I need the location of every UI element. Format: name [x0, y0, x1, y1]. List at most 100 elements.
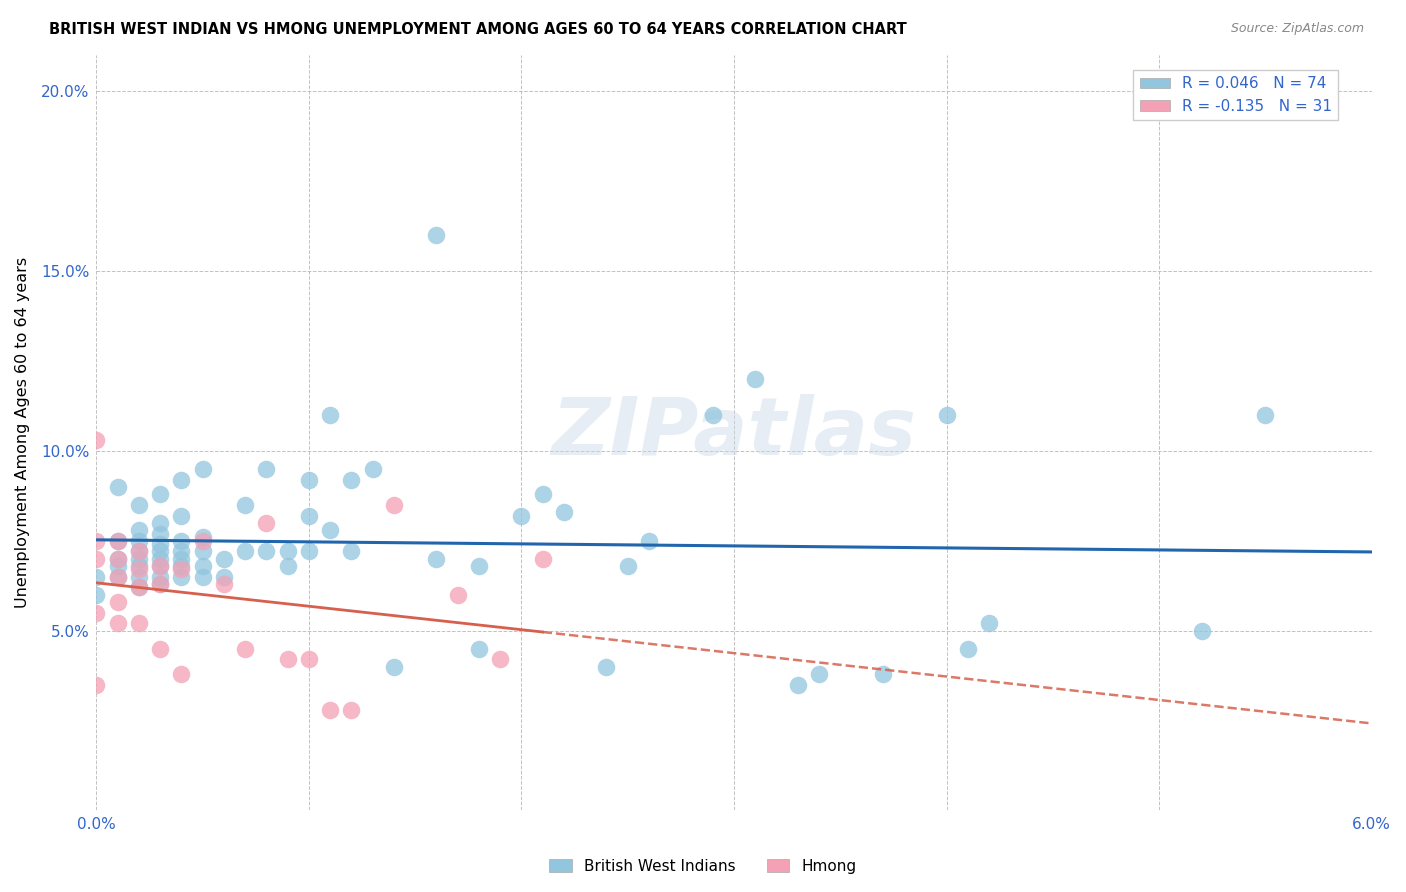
Point: [149, 558, 172, 573]
Point: [531, 487, 554, 501]
Point: [86, 551, 108, 566]
Point: [107, 595, 129, 609]
Point: [319, 703, 342, 717]
Point: [553, 505, 575, 519]
Point: [298, 508, 321, 523]
Point: [382, 498, 405, 512]
Point: [595, 659, 617, 673]
Point: [233, 544, 256, 558]
Point: [638, 533, 661, 548]
Point: [149, 641, 172, 656]
Legend: British West Indians, Hmong: British West Indians, Hmong: [543, 853, 863, 880]
Point: [86, 606, 108, 620]
Point: [170, 666, 193, 681]
Point: [128, 581, 150, 595]
Point: [361, 462, 384, 476]
Point: [128, 581, 150, 595]
Point: [233, 641, 256, 656]
Point: [149, 487, 172, 501]
Point: [468, 641, 491, 656]
Point: [149, 516, 172, 530]
Point: [616, 558, 638, 573]
Point: [447, 588, 470, 602]
Point: [149, 544, 172, 558]
Point: [212, 577, 235, 591]
Point: [191, 544, 214, 558]
Point: [298, 652, 321, 666]
Point: [149, 577, 172, 591]
Point: [170, 562, 193, 576]
Point: [107, 551, 129, 566]
Point: [128, 498, 150, 512]
Point: [744, 372, 766, 386]
Point: [191, 569, 214, 583]
Point: [319, 408, 342, 422]
Point: [425, 551, 447, 566]
Point: [277, 544, 299, 558]
Point: [977, 616, 1000, 631]
Point: [128, 551, 150, 566]
Point: [298, 544, 321, 558]
Point: [107, 558, 129, 573]
Point: [191, 530, 214, 544]
Point: [298, 473, 321, 487]
Text: BRITISH WEST INDIAN VS HMONG UNEMPLOYMENT AMONG AGES 60 TO 64 YEARS CORRELATION : BRITISH WEST INDIAN VS HMONG UNEMPLOYMEN…: [49, 22, 907, 37]
Point: [149, 526, 172, 541]
Point: [149, 551, 172, 566]
Text: Source: ZipAtlas.com: Source: ZipAtlas.com: [1230, 22, 1364, 36]
Point: [256, 462, 278, 476]
Point: [1254, 408, 1277, 422]
Point: [956, 641, 979, 656]
Point: [86, 569, 108, 583]
Point: [128, 616, 150, 631]
Point: [128, 544, 150, 558]
Point: [128, 558, 150, 573]
Point: [935, 408, 957, 422]
Point: [170, 533, 193, 548]
Y-axis label: Unemployment Among Ages 60 to 64 years: Unemployment Among Ages 60 to 64 years: [15, 257, 30, 608]
Point: [107, 569, 129, 583]
Point: [256, 516, 278, 530]
Point: [128, 562, 150, 576]
Point: [489, 652, 512, 666]
Point: [107, 551, 129, 566]
Point: [786, 677, 808, 691]
Point: [702, 408, 724, 422]
Point: [382, 659, 405, 673]
Point: [86, 433, 108, 447]
Point: [170, 508, 193, 523]
Point: [107, 569, 129, 583]
Point: [107, 533, 129, 548]
Point: [510, 508, 533, 523]
Point: [170, 569, 193, 583]
Point: [531, 551, 554, 566]
Legend: R = 0.046   N = 74, R = -0.135   N = 31: R = 0.046 N = 74, R = -0.135 N = 31: [1133, 70, 1339, 120]
Point: [340, 703, 363, 717]
Point: [191, 462, 214, 476]
Point: [107, 480, 129, 494]
Point: [212, 551, 235, 566]
Point: [319, 523, 342, 537]
Point: [425, 227, 447, 242]
Point: [149, 558, 172, 573]
Point: [277, 558, 299, 573]
Point: [340, 473, 363, 487]
Point: [128, 533, 150, 548]
Point: [212, 569, 235, 583]
Point: [191, 533, 214, 548]
Point: [170, 544, 193, 558]
Point: [170, 558, 193, 573]
Point: [149, 537, 172, 551]
Point: [107, 616, 129, 631]
Point: [256, 544, 278, 558]
Point: [86, 533, 108, 548]
Point: [170, 551, 193, 566]
Point: [340, 544, 363, 558]
Text: ZIPatlas: ZIPatlas: [551, 393, 917, 472]
Point: [128, 569, 150, 583]
Point: [149, 569, 172, 583]
Point: [233, 498, 256, 512]
Point: [808, 666, 831, 681]
Point: [1191, 624, 1213, 638]
Point: [170, 473, 193, 487]
